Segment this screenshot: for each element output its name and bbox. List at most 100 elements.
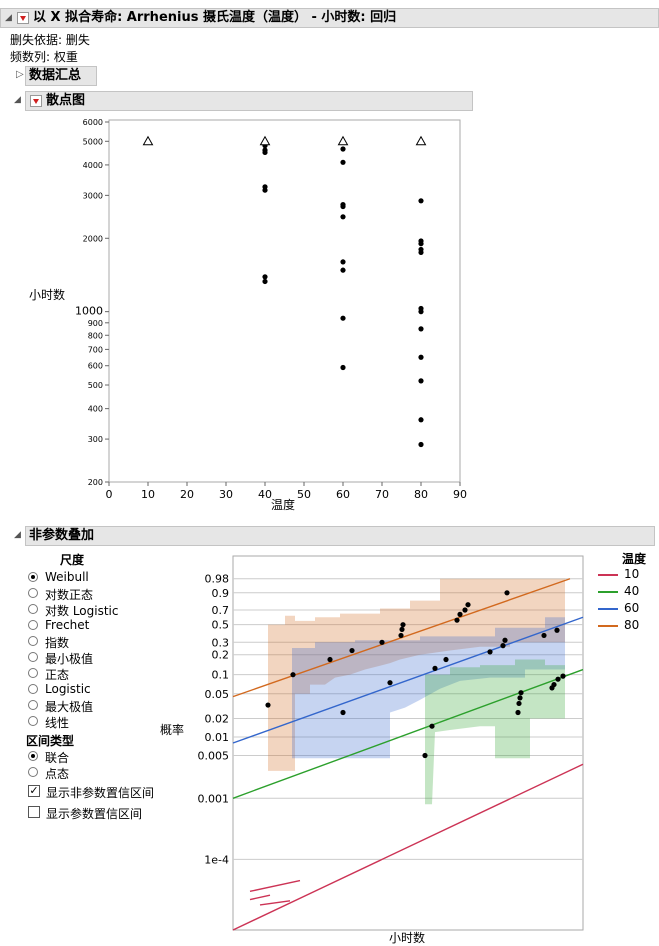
- scatter-point: [262, 149, 268, 156]
- y-tick-label: 0.05: [205, 688, 230, 701]
- summary-title: 数据汇总: [29, 68, 82, 83]
- censored-point: [337, 135, 349, 146]
- scatter-point: [340, 146, 346, 152]
- scatter-point: [340, 364, 346, 371]
- legend-swatch: [598, 574, 618, 576]
- scale-option-label: 对数正态: [45, 588, 94, 602]
- y-tick-label: 2000: [83, 234, 103, 243]
- prob-point: [379, 639, 385, 645]
- scatter-points: [142, 135, 427, 448]
- report-title: 以 X 拟合寿命: Arrhenius 摄氏温度（温度） - 小时数: 回归: [33, 10, 397, 25]
- fit-line-60: [232, 616, 584, 744]
- collapse-triangle-icon[interactable]: ◢: [5, 13, 12, 23]
- y-tick-label: 0.98: [205, 573, 230, 586]
- nonparam-ci-checkbox[interactable]: ✓: [28, 784, 40, 797]
- scale-option-label: 最大极值: [45, 700, 94, 714]
- expand-triangle-icon[interactable]: ▷: [16, 69, 24, 80]
- prob-point: [443, 656, 449, 663]
- prob-point: [516, 700, 522, 707]
- prob-y-axis-label: 概率: [160, 722, 184, 737]
- x-tick-label: 80: [414, 488, 428, 501]
- x-tick-label: 40: [258, 488, 272, 501]
- prob-point: [555, 676, 561, 682]
- collapse-triangle-icon[interactable]: ◢: [14, 530, 21, 540]
- prob-frame: [232, 555, 584, 931]
- y-tick-label: 800: [88, 331, 103, 340]
- summary-header[interactable]: 数据汇总: [25, 66, 97, 86]
- scatter-point: [418, 198, 424, 204]
- scale-radio[interactable]: [28, 636, 38, 646]
- scale-option-label: 最小极值: [45, 652, 94, 666]
- y-tick-label: 0.2: [212, 649, 230, 662]
- prob-point: [500, 643, 506, 649]
- scale-option-label: Weibull: [45, 570, 89, 584]
- prob-point: [399, 626, 405, 633]
- interval-radio[interactable]: [28, 751, 38, 761]
- y-tick-label: 5000: [83, 137, 103, 146]
- scale-radio[interactable]: [28, 716, 38, 726]
- prob-point: [454, 617, 460, 623]
- overlay-header: 非参数叠加: [25, 526, 655, 546]
- nonparam-ci-label: 显示非参数置信区间: [46, 786, 155, 800]
- y-tick-label: 0.005: [198, 750, 230, 763]
- scatter-point: [418, 354, 424, 360]
- scatter-point: [340, 315, 346, 321]
- interval-heading: 区间类型: [26, 734, 75, 748]
- prob-point: [462, 607, 468, 613]
- scale-radio[interactable]: [28, 700, 38, 710]
- scatter-point: [418, 241, 424, 247]
- x-tick-label: 30: [219, 488, 233, 501]
- scatter-point: [418, 441, 424, 448]
- scatter-point: [340, 214, 346, 220]
- red-triangle-menu-icon[interactable]: [17, 12, 29, 24]
- scatter-point: [418, 378, 424, 384]
- fit-line-10-seg: [249, 879, 301, 893]
- prob-point: [349, 647, 355, 654]
- prob-point: [465, 602, 471, 608]
- scale-radio[interactable]: [28, 572, 38, 582]
- scale-heading: 尺度: [60, 553, 85, 567]
- legend-title: 温度: [622, 552, 647, 566]
- x-tick-label: 90: [453, 488, 467, 501]
- y-tick-label: 700: [88, 345, 103, 354]
- y-tick-label: 0.001: [198, 792, 230, 805]
- prob-point: [432, 665, 438, 671]
- prob-point: [429, 723, 435, 729]
- interval-radio[interactable]: [28, 767, 38, 777]
- param-ci-checkbox[interactable]: [28, 806, 40, 818]
- scale-option-label: 对数 Logistic: [45, 604, 119, 618]
- prob-point: [487, 649, 493, 655]
- scatter-point: [340, 267, 346, 273]
- fit-line-10: [232, 763, 584, 931]
- prob-grid: 1e-4 0.001 0.005 0.01 0.02 0.05 0.1 0.20.3 0.5 0.…: [198, 573, 583, 866]
- prob-point: [290, 672, 296, 678]
- scatter-point: [418, 309, 424, 315]
- probability-plot: 1e-4 0.001 0.005 0.01 0.02 0.05 0.1 0.20.3 0.5 0.…: [160, 555, 584, 945]
- y-tick-label: 300: [88, 435, 103, 444]
- y-tick-label: 4000: [83, 161, 103, 170]
- scale-option-label: Logistic: [45, 682, 91, 696]
- scatter-x-axis-label: 温度: [271, 497, 295, 512]
- red-triangle-menu-icon[interactable]: [30, 95, 42, 107]
- scatter-point: [340, 203, 346, 210]
- censored-point: [415, 135, 427, 146]
- y-tick-label: 1000: [75, 305, 103, 318]
- fit-line-10-seg: [259, 900, 291, 906]
- prob-point: [400, 622, 406, 628]
- y-tick-label: 500: [88, 381, 103, 390]
- scale-radio[interactable]: [28, 604, 38, 614]
- collapse-triangle-icon[interactable]: ◢: [14, 95, 21, 105]
- scale-radio[interactable]: [28, 684, 38, 694]
- scale-radio[interactable]: [28, 588, 38, 598]
- censor-label: 删失依据: 删失: [10, 33, 90, 47]
- legend-label: 60: [624, 601, 640, 615]
- scatter-point: [262, 187, 268, 193]
- y-tick-label: 600: [88, 362, 103, 371]
- scale-radio[interactable]: [28, 652, 38, 662]
- y-tick-label: 1e-4: [204, 853, 229, 866]
- scale-radio[interactable]: [28, 620, 38, 630]
- scatter-y-axis-label: 小时数: [29, 287, 65, 302]
- scatter-title: 散点图: [46, 93, 86, 108]
- scale-radio[interactable]: [28, 668, 38, 678]
